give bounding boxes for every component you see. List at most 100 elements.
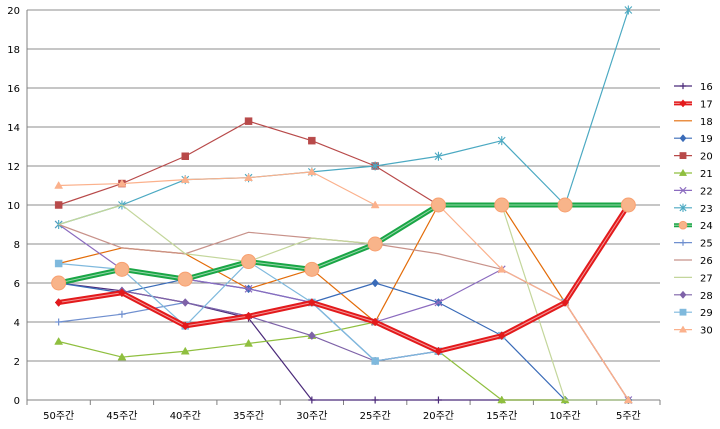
data-point [434,298,443,307]
data-point [430,197,446,213]
legend-label: 21 [700,169,713,180]
legend: 16 17 18 19 20 21 22 23 24 25 26 27 28 29 30 [674,82,713,337]
data-point [244,284,253,293]
series-line [58,282,629,401]
data-point [244,311,253,321]
legend-item-20: 20 [674,152,713,163]
legend-label: 27 [700,273,713,284]
legend-label: 16 [700,82,713,93]
data-point [54,180,64,189]
series-line [58,9,629,226]
series-30 [54,167,633,404]
series-24 [51,197,636,291]
data-point [51,275,67,291]
data-point [181,298,190,307]
legend-label: 22 [700,186,713,197]
legend-label: 19 [700,134,713,145]
data-point [117,352,127,361]
data-point [181,152,189,160]
legend-label: 20 [700,152,713,163]
legend-label: 17 [700,99,713,110]
series-line [58,120,629,206]
data-point [177,271,193,287]
legend-marker [679,152,687,159]
y-tick-label: 18 [7,45,20,56]
legend-marker [678,220,688,230]
data-point [114,261,130,277]
data-point [307,167,317,176]
plot-area [51,5,636,405]
data-point [494,197,510,213]
series-line [58,278,629,401]
x-tick-label: 10주간 [549,410,580,422]
legend-marker [679,186,687,194]
data-point [434,396,442,404]
legend-marker [679,308,687,316]
data-point [371,396,379,404]
y-tick-label: 10 [7,201,20,212]
series-line [58,321,629,401]
legend-item-19: 19 [674,134,713,145]
legend-item-23: 23 [674,203,713,215]
data-point [304,261,320,277]
y-tick-label: 6 [14,279,20,290]
data-point [180,346,190,355]
data-point [557,197,573,213]
data-point [620,197,636,213]
data-point [308,331,316,341]
grid-lines [27,9,660,401]
x-tick-label: 25주간 [360,410,391,422]
legend-label: 26 [700,256,713,267]
data-point [308,136,316,145]
data-point [117,179,127,187]
legend-item-27: 27 [674,273,713,284]
data-point [244,173,253,181]
x-tick-label: 40주간 [170,410,201,422]
legend-marker [679,82,687,90]
x-tick-label: 20주간 [423,410,454,422]
legend-marker [678,168,688,176]
y-tick-label: 14 [7,123,20,134]
legend-marker [679,134,687,143]
x-tick-label: 35주간 [233,410,264,422]
legend-item-29: 29 [674,308,713,319]
legend-item-24: 24 [674,220,713,232]
legend-label: 23 [700,204,713,215]
data-point [54,259,63,268]
data-point [623,395,633,404]
data-point [434,346,443,356]
data-point [244,117,253,125]
data-point [371,317,379,327]
data-point [497,264,507,273]
x-tick-label: 15주간 [486,410,517,422]
legend-item-21: 21 [674,168,713,180]
legend-item-28: 28 [674,290,713,302]
legend-label: 28 [700,291,713,302]
y-tick-label: 0 [14,396,20,407]
legend-label: 18 [700,117,713,128]
y-tick-label: 20 [7,6,20,17]
data-point [54,201,63,209]
series-line [58,204,629,401]
data-point [497,395,507,404]
series-20 [54,117,633,209]
legend-item-16: 16 [674,82,713,93]
x-tick-label: 30주간 [296,410,327,422]
data-point [371,278,379,288]
legend-marker [679,99,687,108]
y-tick-label: 2 [14,357,20,368]
legend-label: 30 [700,326,713,337]
data-point [244,338,253,347]
legend-marker [679,239,687,246]
legend-marker [679,203,687,212]
data-point [241,254,257,270]
data-point [497,331,506,341]
legend-label: 24 [700,221,713,232]
data-point [118,310,126,318]
data-point [367,236,383,252]
data-point [371,357,379,365]
legend-marker [679,290,687,299]
legend-item-25: 25 [674,239,713,250]
data-point [497,136,506,146]
